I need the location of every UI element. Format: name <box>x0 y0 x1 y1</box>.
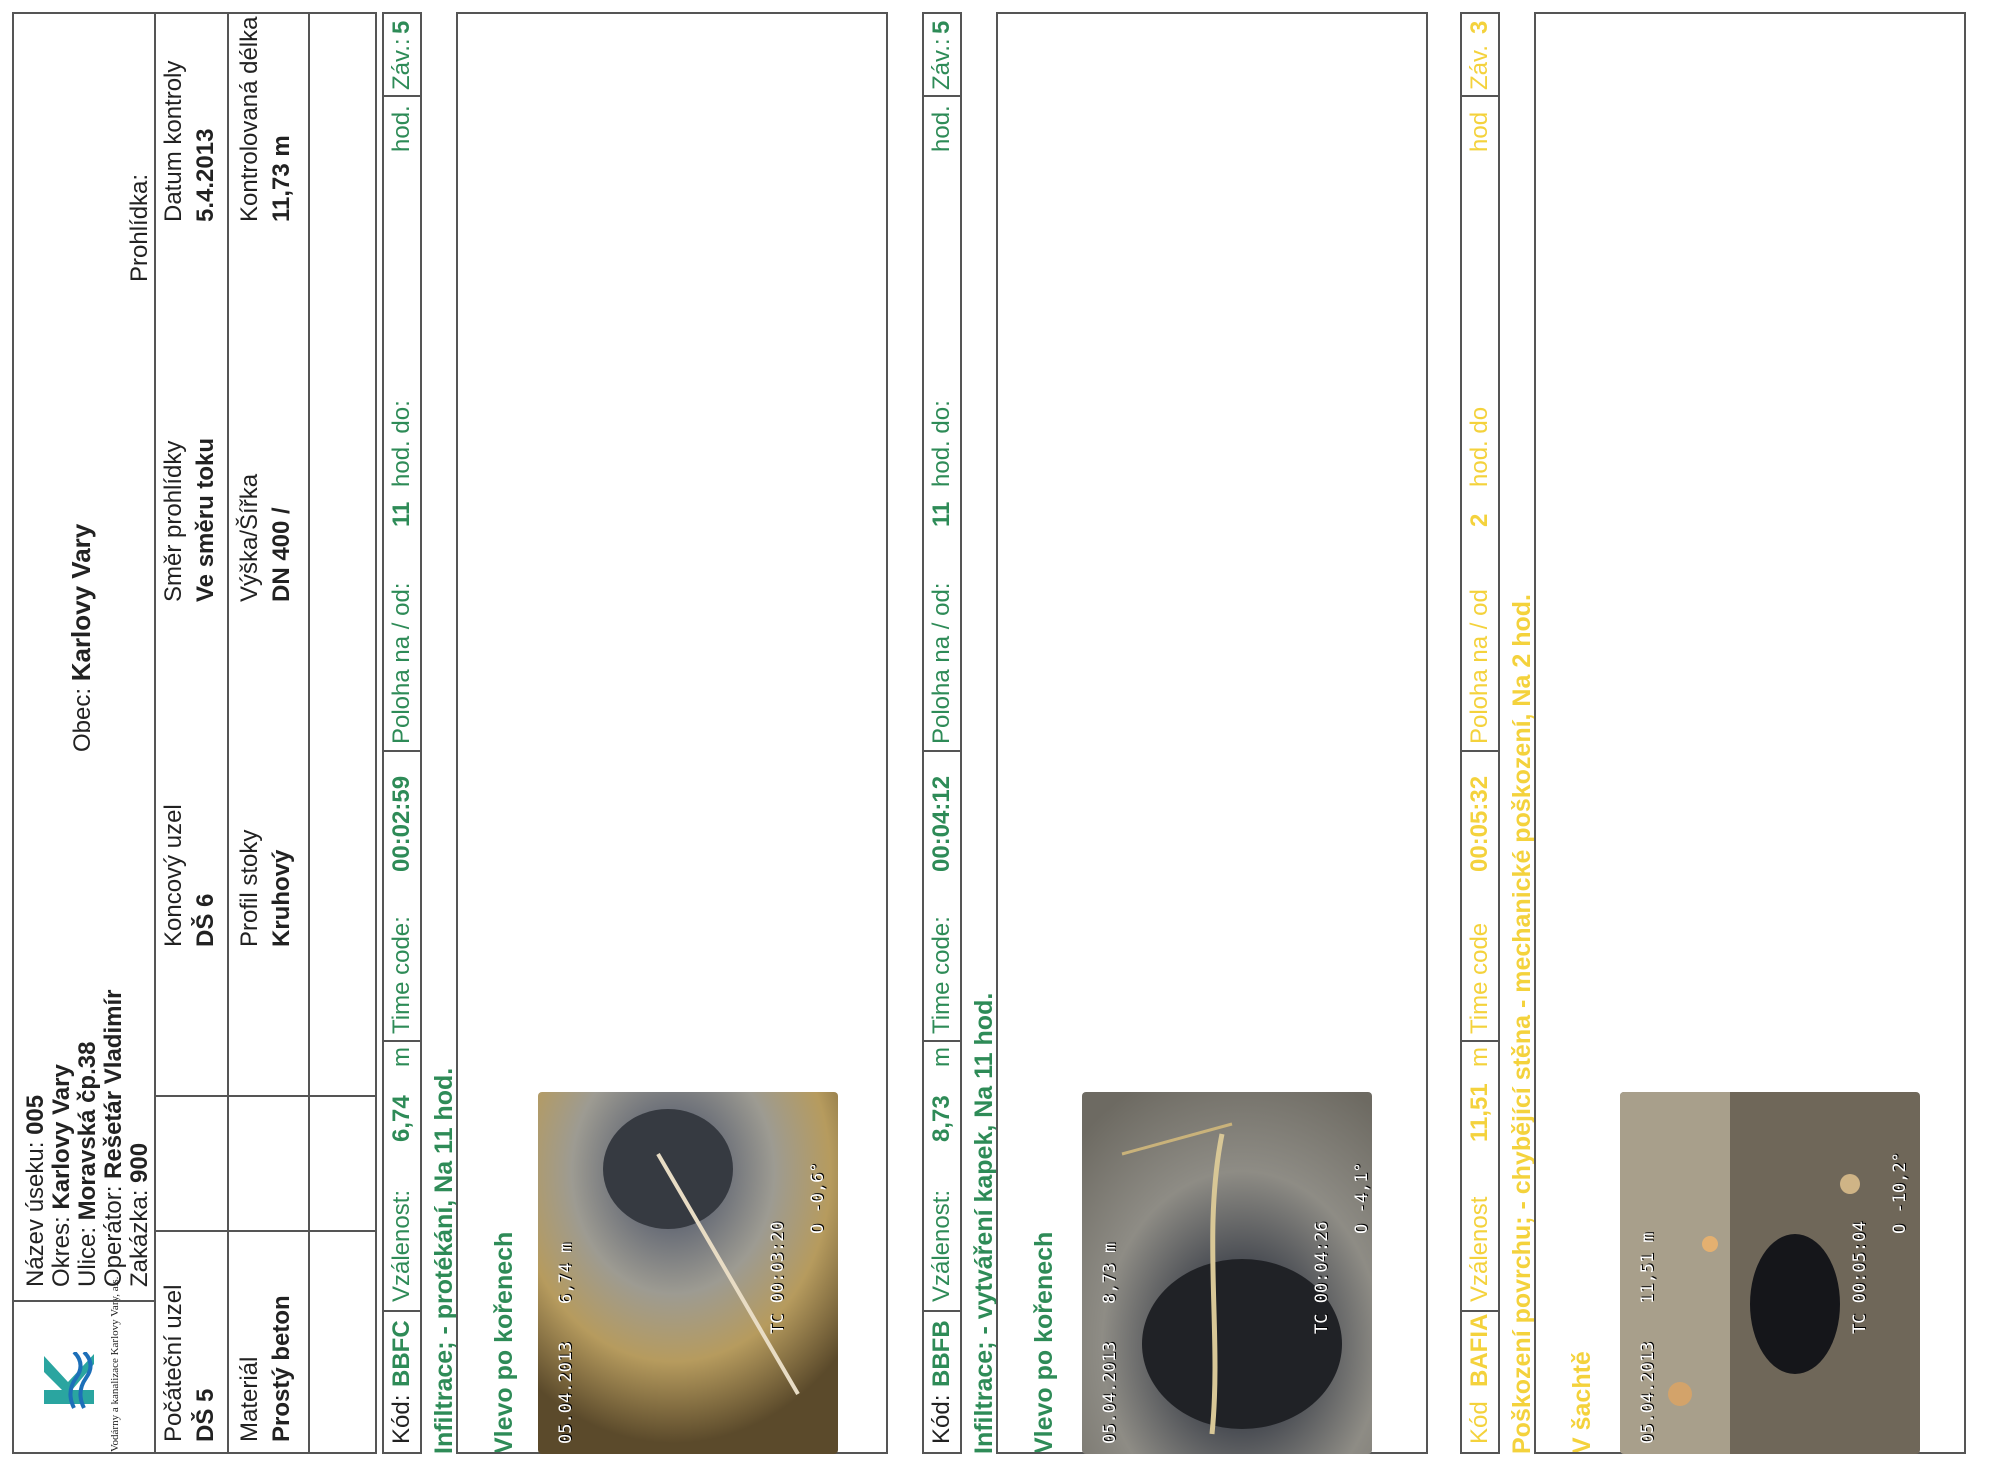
end-node-label: Koncový uzel <box>160 804 187 947</box>
defect-2-osd-incline: O -4,1° <box>1352 1162 1372 1234</box>
defect-3-severity: 3 <box>1466 20 1493 34</box>
direction-label: Směr prohlídky <box>160 440 187 602</box>
defect-2-position-label: Poloha na / od: <box>928 582 955 744</box>
defect-3-codebar: Kód BAFIA Vzálenost 11,51 m Time code 00… <box>1460 12 1500 1454</box>
defect-1-timecode-label: Time code: <box>388 916 415 1034</box>
logo-icon <box>44 1350 94 1409</box>
defect-3-timecode: 00:05:32 <box>1466 775 1493 872</box>
start-node-value: DŠ 5 <box>192 1388 219 1442</box>
district-value: Karlovy Vary <box>48 1064 75 1210</box>
company-name: Vodárny a kanalizace Karlovy Vary, a.s. <box>109 1276 121 1452</box>
operator-label: Operátor: <box>100 1185 127 1287</box>
defect-1-osd-incline: O -0,6° <box>808 1162 828 1234</box>
defect-1-position-label: Poloha na / od: <box>388 582 415 744</box>
order-value: 900 <box>126 1142 153 1183</box>
size-value: DN 400 / <box>268 507 295 602</box>
defect-1-codebar: Kód: BBFC Vzálenost: 6,74 m Time code: 0… <box>382 12 422 1454</box>
inspection-date-label: Datum kontroly <box>160 60 187 222</box>
defect-2-codebar: Kód: BBFB Vzálenost: 8,73 m Time code: 0… <box>922 12 962 1454</box>
defect-1-description: Infiltrace; - protékání, Na 11 hod. <box>430 1067 458 1454</box>
defect-2-photo: 8,73 m 05.04.2013 TC 00:04:26 O -4,1° <box>1082 1092 1372 1454</box>
direction-value: Ve směru toku <box>192 437 219 602</box>
end-node-value: DŠ 6 <box>192 893 219 947</box>
defect-1-osd-timecode: TC 00:03:20 <box>768 1221 788 1334</box>
profile-label: Profil stoky <box>236 829 263 947</box>
district-label: Okres: <box>48 1216 75 1287</box>
defect-2-code: BBFB <box>928 1320 955 1387</box>
defect-2-distance-unit: m <box>928 1047 955 1067</box>
defect-2-osd-distance: 8,73 m <box>1100 1242 1120 1304</box>
report-header: Vodárny a kanalizace Karlovy Vary, a.s. … <box>12 12 377 1454</box>
street-label: Ulice: <box>74 1226 101 1287</box>
defect-1-code-label: Kód: <box>388 1394 415 1444</box>
defect-3-osd-timecode: TC 00:05:04 <box>1850 1221 1870 1334</box>
defect-3-description: Poškození povrchu; - chybějící stěna - m… <box>1508 594 1536 1454</box>
defect-2-severity: 5 <box>928 20 955 34</box>
defect-1-timecode: 00:02:59 <box>388 775 415 872</box>
defect-3-code-label: Kód <box>1466 1401 1493 1444</box>
start-node-label: Počáteční uzel <box>160 1284 187 1442</box>
inspection-label: Prohlídka: <box>126 173 153 282</box>
defect-3-severity-label: Záv. <box>1466 45 1493 90</box>
company-logo <box>34 1350 104 1412</box>
profile-value: Kruhový <box>268 849 295 947</box>
defect-1-distance-unit: m <box>388 1047 415 1067</box>
section-name-label: Název úseku: <box>22 1141 49 1287</box>
defect-1-osd-distance: 6,74 m <box>556 1242 576 1304</box>
operator-value: Rešetár Vladimír <box>100 989 127 1179</box>
defect-3-distance-unit: m <box>1466 1047 1493 1067</box>
defect-3-position-from: 2 <box>1466 513 1493 527</box>
defect-2-distance: 8,73 <box>928 1095 955 1142</box>
defect-2-timecode: 00:04:12 <box>928 775 955 872</box>
defect-1-code: BBFC <box>388 1320 415 1387</box>
defect-1-position-from: 11 <box>388 501 415 527</box>
defect-3-timecode-label: Time code <box>1466 922 1493 1034</box>
street-value: Moravská čp.38 <box>74 1041 101 1221</box>
defect-2-code-label: Kód: <box>928 1394 955 1444</box>
inspection-date-value: 5.4.2013 <box>192 128 219 222</box>
defect-2-position-from: 11 <box>928 501 955 527</box>
defect-3-position-unit: hod <box>1466 111 1493 152</box>
defect-3-code: BAFIA <box>1466 1313 1493 1387</box>
size-label: Výška/Šířka <box>236 473 263 602</box>
defect-2-osd-date: 05.04.2013 <box>1100 1341 1120 1444</box>
defect-3-osd-distance: 11,51 m <box>1638 1232 1658 1304</box>
defect-2-osd-timecode: TC 00:04:26 <box>1312 1221 1332 1334</box>
defect-3-position-to-label: hod. do <box>1466 406 1493 487</box>
length-value: 11,73 m <box>268 135 295 222</box>
defect-2-distance-label: Vzálenost: <box>928 1189 955 1302</box>
defect-3-position-label: Poloha na / od <box>1466 589 1493 744</box>
defect-3-photo: 11,51 m 05.04.2013 TC 00:05:04 O -10,2° <box>1620 1092 1920 1454</box>
material-value: Prostý beton <box>268 1295 295 1442</box>
length-label: Kontrolovaná délka <box>236 16 263 222</box>
defect-3-osd-incline: O -10,2° <box>1890 1152 1910 1234</box>
defect-1-position-to-label: hod. do: <box>388 400 415 487</box>
material-label: Materiál <box>236 1356 263 1442</box>
defect-1-position-unit: hod. <box>388 105 415 152</box>
defect-3-osd-date: 05.04.2013 <box>1638 1341 1658 1444</box>
defect-1-distance-label: Vzálenost: <box>388 1189 415 1302</box>
defect-3-distance-label: Vzálenost <box>1466 1196 1493 1302</box>
defect-1-osd-date: 05.04.2013 <box>556 1341 576 1444</box>
defect-3-distance: 11,51 <box>1466 1083 1493 1142</box>
defect-1-severity-label: Záv.: <box>388 38 415 90</box>
order-label: Zakázka: <box>126 1189 153 1287</box>
defect-1-photo: 6,74 m 05.04.2013 TC 00:03:20 O -0,6° <box>538 1092 838 1454</box>
defect-1-distance: 6,74 <box>388 1095 415 1142</box>
defect-1-severity: 5 <box>388 20 415 34</box>
defect-2-position-unit: hod. <box>928 105 955 152</box>
municipality-label: Obec: <box>69 687 96 752</box>
defect-2-description: Infiltrace; - vytváření kapek, Na 11 hod… <box>970 992 998 1454</box>
defect-2-timecode-label: Time code: <box>928 916 955 1034</box>
defect-2-severity-label: Záv.: <box>928 38 955 90</box>
municipality-value: Karlovy Vary <box>66 523 96 682</box>
section-name-value: 005 <box>22 1094 49 1135</box>
defect-2-position-to-label: hod. do: <box>928 400 955 487</box>
